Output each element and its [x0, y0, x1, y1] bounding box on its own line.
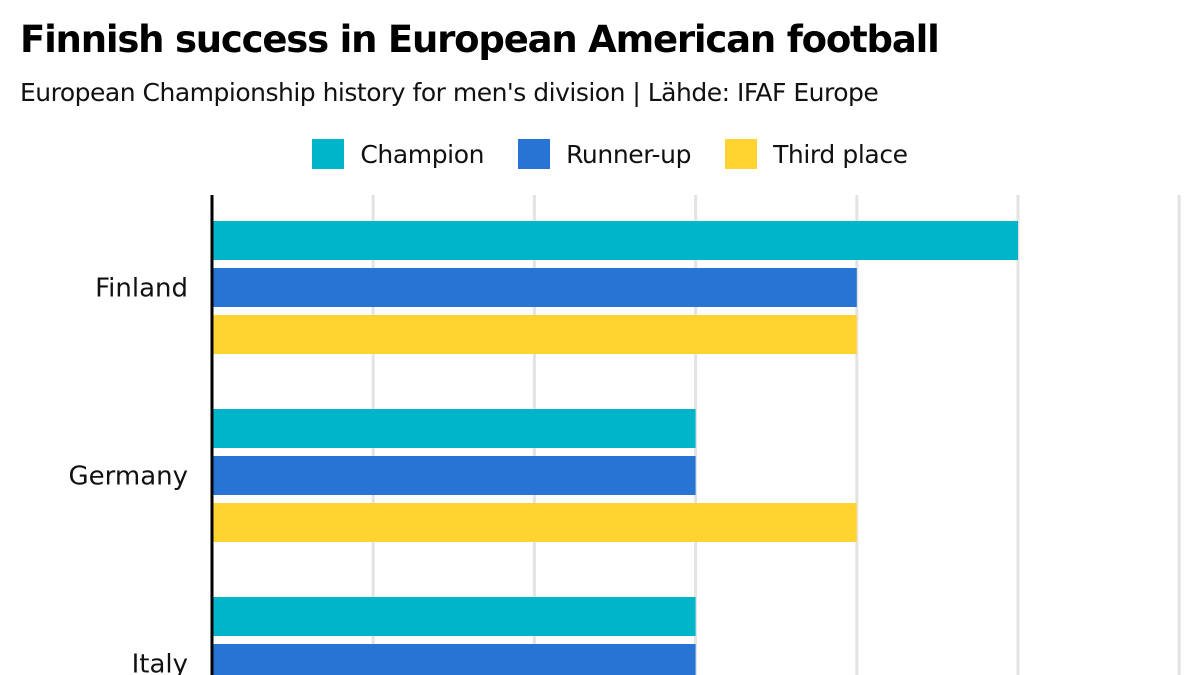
bar-italy-runner-up: [212, 644, 696, 675]
category-label-italy: Italy: [132, 650, 188, 675]
bar-finland-champion: [212, 221, 1018, 260]
legend-item-third-place: Third place: [725, 139, 908, 169]
bar-germany-champion: [212, 409, 696, 448]
category-label-finland: Finland: [95, 274, 188, 304]
bar-germany-runner-up: [212, 456, 696, 495]
legend-label-third-place: Third place: [773, 139, 908, 169]
bars: [212, 221, 1018, 675]
bar-finland-runner-up: [212, 268, 857, 307]
category-label-germany: Germany: [68, 462, 188, 492]
legend-swatch-runner-up: [518, 139, 551, 169]
legend-swatch-third-place: [725, 139, 758, 169]
chart-title: Finnish success in European American foo…: [20, 18, 940, 61]
legend-item-runner-up: Runner-up: [518, 139, 691, 169]
legend: Champion Runner-up Third place: [0, 136, 1200, 172]
legend-label-champion: Champion: [360, 139, 485, 169]
bar-finland-third-place: [212, 315, 857, 354]
legend-label-runner-up: Runner-up: [566, 139, 692, 169]
chart-subtitle: European Championship history for men's …: [20, 78, 879, 107]
legend-swatch-champion: [312, 139, 345, 169]
bar-italy-champion: [212, 597, 696, 636]
category-labels: Finland Germany Italy: [68, 274, 188, 675]
bar-germany-third-place: [212, 503, 857, 542]
legend-item-champion: Champion: [312, 139, 484, 169]
